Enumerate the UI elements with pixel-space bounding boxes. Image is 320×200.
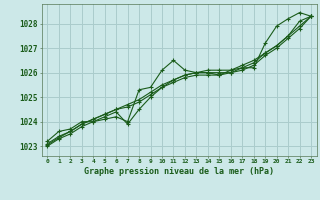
X-axis label: Graphe pression niveau de la mer (hPa): Graphe pression niveau de la mer (hPa) xyxy=(84,167,274,176)
